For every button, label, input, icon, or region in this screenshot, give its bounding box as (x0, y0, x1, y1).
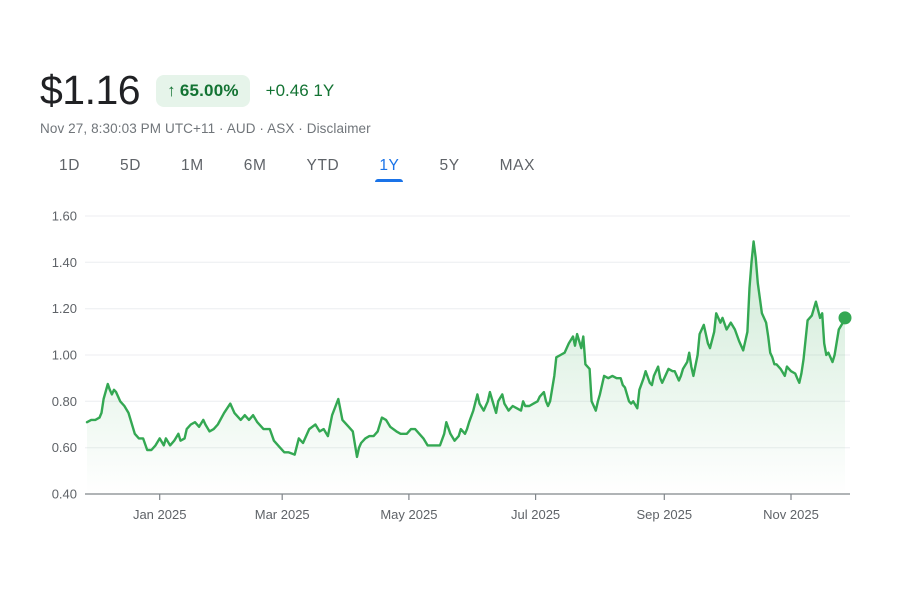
x-axis-label: Nov 2025 (763, 507, 819, 522)
up-arrow-icon: ↑ (167, 80, 176, 100)
x-axis-label: Sep 2025 (636, 507, 692, 522)
price-chart[interactable]: 1.60 1.40 1.20 1.00 0.80 0.60 0.40 Jan 2025 Mar … (0, 195, 900, 540)
tab-1m[interactable]: 1M (181, 157, 204, 174)
y-axis-label: 1.20 (52, 301, 77, 316)
quote-meta: Nov 27, 8:30:03 PM UTC+11 · AUD · ASX · … (40, 121, 371, 136)
change-absolute: +0.46 1Y (265, 80, 335, 100)
price-row: $1.16 ↑ 65.00% +0.46 1Y (40, 67, 371, 113)
disclaimer-link[interactable]: Disclaimer (306, 121, 371, 137)
tab-ytd[interactable]: YTD (306, 157, 340, 174)
quote-header: $1.16 ↑ 65.00% +0.46 1Y Nov 27, 8:30:03 … (40, 67, 371, 136)
y-axis-label: 0.60 (52, 440, 77, 455)
tab-5d[interactable]: 5D (120, 157, 142, 174)
tab-6m[interactable]: 6M (243, 157, 267, 174)
x-axis-label: May 2025 (380, 507, 437, 522)
tab-max[interactable]: MAX (499, 157, 536, 174)
current-price-dot (838, 311, 852, 325)
tab-1d[interactable]: 1D (59, 157, 81, 174)
y-axis-label: 0.80 (52, 394, 77, 409)
range-tabs: 1D 5D 1M 6M YTD 1Y 5Y MAX (59, 157, 535, 182)
change-percent-badge: ↑ 65.00% (156, 74, 250, 107)
price-area-fill (87, 241, 845, 494)
x-axis-label: Jul 2025 (511, 507, 560, 522)
change-percent-value: 65.00% (179, 80, 239, 100)
tab-1y[interactable]: 1Y (375, 157, 404, 182)
tab-5y[interactable]: 5Y (439, 157, 460, 174)
y-axis-label: 1.00 (52, 348, 77, 363)
price-line (85, 240, 847, 459)
y-axis-label: 1.40 (52, 255, 77, 270)
y-axis-label: 1.60 (52, 209, 77, 224)
series-layer (85, 240, 852, 494)
y-axis-label: 0.40 (52, 487, 77, 502)
current-price: $1.16 (40, 67, 141, 113)
quote-timestamp: Nov 27, 8:30:03 PM UTC+11 · AUD · ASX · (40, 121, 307, 137)
x-axis-label: Jan 2025 (133, 507, 187, 522)
x-axis-label: Mar 2025 (255, 507, 310, 522)
